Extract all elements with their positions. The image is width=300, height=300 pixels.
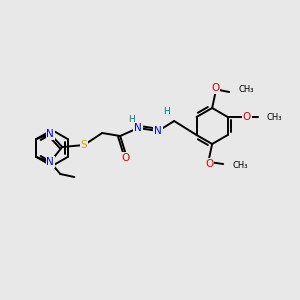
Text: N: N [46, 129, 54, 139]
Text: O: O [211, 83, 219, 93]
Text: O: O [243, 112, 251, 122]
Text: CH₃: CH₃ [267, 112, 282, 122]
Text: CH₃: CH₃ [232, 161, 248, 170]
Text: O: O [121, 153, 129, 163]
Text: H: H [128, 116, 134, 124]
Text: O: O [205, 159, 213, 169]
Text: H: H [163, 107, 169, 116]
Text: N: N [134, 123, 142, 133]
Text: CH₃: CH₃ [238, 85, 254, 94]
Text: N: N [46, 157, 54, 167]
Text: S: S [81, 140, 88, 150]
Text: N: N [154, 126, 162, 136]
